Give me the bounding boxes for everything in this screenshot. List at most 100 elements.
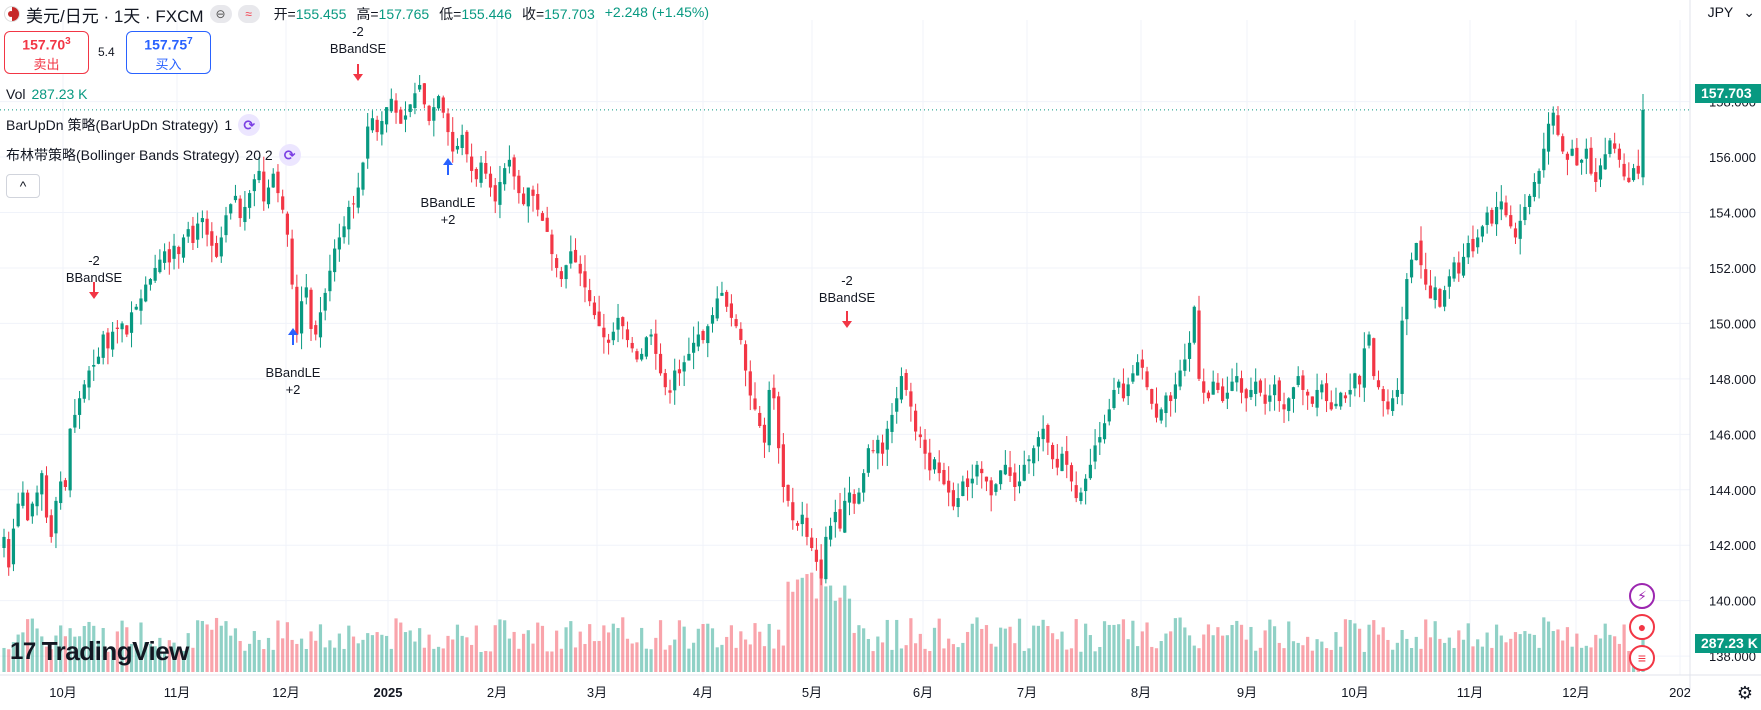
- candle-body: [451, 131, 455, 152]
- candle-body: [1131, 373, 1135, 382]
- refresh-icon[interactable]: ⟳: [278, 144, 301, 166]
- volume-bar: [96, 640, 101, 672]
- collapse-legend-button[interactable]: ^: [6, 174, 40, 198]
- settings-icon[interactable]: ⚙: [1736, 683, 1753, 703]
- candle-body: [281, 196, 285, 210]
- volume-bar: [418, 628, 422, 672]
- candle-body: [1424, 269, 1428, 285]
- volume-bar: [1235, 620, 1239, 672]
- volume-bar: [347, 625, 351, 672]
- candle-body: [1631, 168, 1636, 181]
- candle-body: [536, 194, 540, 210]
- volume-bar: [1438, 638, 1442, 672]
- volume-bar: [470, 644, 474, 672]
- volume-bar: [937, 618, 941, 672]
- volume-bar: [451, 639, 455, 672]
- candle-body: [1471, 238, 1475, 252]
- candle-body: [1074, 485, 1078, 499]
- volume-bar: [422, 647, 426, 672]
- candle-body: [980, 468, 984, 474]
- volume-bar: [92, 625, 96, 672]
- volume-bar: [299, 638, 304, 672]
- volume-bar: [640, 627, 644, 672]
- candle-body: [233, 195, 238, 201]
- volume-bar: [460, 635, 464, 672]
- volume-bar: [739, 631, 743, 672]
- minus-icon[interactable]: ⊖: [209, 5, 232, 23]
- volume-bar: [366, 633, 370, 672]
- time-tick-label: 10月: [49, 685, 76, 700]
- us-flag-icon[interactable]: ≡: [1629, 645, 1655, 671]
- candle-body: [271, 173, 275, 188]
- volume-bar: [1050, 633, 1055, 672]
- sell-button[interactable]: 157.703 卖出: [4, 31, 89, 74]
- volume-bar: [87, 621, 91, 672]
- volume-bar: [1244, 639, 1248, 672]
- volume-bar: [876, 636, 880, 672]
- high-value: 157.765: [378, 6, 430, 22]
- record-icon[interactable]: ●: [1629, 614, 1655, 640]
- volume-bar: [1098, 646, 1102, 672]
- candle-body: [1556, 115, 1560, 135]
- candle-body: [1136, 362, 1140, 376]
- approx-icon[interactable]: ≈: [237, 5, 260, 23]
- candle-body: [1617, 148, 1621, 160]
- candle-body: [446, 113, 450, 133]
- strategy1-name: BarUpDn 策略(BarUpDn Strategy): [6, 117, 219, 133]
- volume-legend[interactable]: Vol 287.23 K: [6, 86, 88, 102]
- candle-body: [625, 329, 630, 341]
- candle-body: [1485, 212, 1489, 225]
- volume-bar: [1589, 647, 1593, 672]
- candle-body: [148, 279, 153, 285]
- volume-bar: [1013, 643, 1017, 672]
- symbol-title[interactable]: 美元/日元 · 1天 · FXCM: [26, 6, 204, 26]
- volume-bar: [148, 643, 153, 672]
- candle-body: [290, 238, 294, 285]
- candle-body: [1513, 228, 1518, 238]
- candle-body: [111, 331, 115, 350]
- candle-body: [857, 492, 861, 504]
- volume-bar: [77, 636, 82, 672]
- close-value: 157.703: [544, 6, 595, 22]
- chevron-down-icon: ⌄: [1743, 4, 1755, 20]
- candle-body: [82, 384, 86, 399]
- candle-body: [1546, 123, 1551, 152]
- currency-selector[interactable]: JPY ⌄: [1708, 4, 1755, 21]
- volume-bar: [101, 627, 105, 672]
- candle-body: [1542, 148, 1546, 171]
- candle-body: [139, 298, 143, 311]
- candle-body: [649, 334, 653, 337]
- buy-button[interactable]: 157.757 买入: [126, 31, 211, 74]
- candle-body: [1362, 348, 1366, 388]
- volume-bar: [276, 620, 280, 672]
- volume-bar: [1528, 633, 1532, 672]
- volume-bar: [1395, 642, 1399, 672]
- volume-bar: [162, 651, 167, 672]
- volume-bar: [266, 637, 271, 672]
- volume-bar: [1291, 641, 1296, 672]
- candle-body: [602, 327, 606, 338]
- volume-bar: [1211, 635, 1215, 672]
- volume-bar: [720, 644, 724, 672]
- volume-bar: [564, 627, 568, 672]
- volume-bar: [1433, 621, 1437, 672]
- time-tick-label: 12月: [272, 685, 299, 700]
- lightning-icon[interactable]: ⚡: [1629, 583, 1655, 609]
- volume-bar: [862, 628, 866, 672]
- buy-signal-arrowhead: [288, 328, 298, 335]
- volume-bar: [432, 648, 436, 672]
- strategy2-name: 布林带策略(Bollinger Bands Strategy): [6, 147, 240, 163]
- volume-bar: [1079, 651, 1083, 672]
- volume-bar: [1523, 631, 1527, 672]
- candle-body: [559, 271, 563, 280]
- candle-body: [975, 464, 979, 477]
- volume-bar: [545, 651, 549, 672]
- strategy1-legend[interactable]: BarUpDn 策略(BarUpDn Strategy) 1 ⟳: [6, 114, 261, 136]
- volume-bar: [682, 626, 686, 672]
- volume-bar: [59, 625, 63, 672]
- refresh-icon[interactable]: ⟳: [238, 114, 261, 136]
- candle-body: [1400, 320, 1404, 394]
- volume-bar: [1424, 619, 1428, 672]
- strategy2-legend[interactable]: 布林带策略(Bollinger Bands Strategy) 20 2 ⟳: [6, 144, 301, 166]
